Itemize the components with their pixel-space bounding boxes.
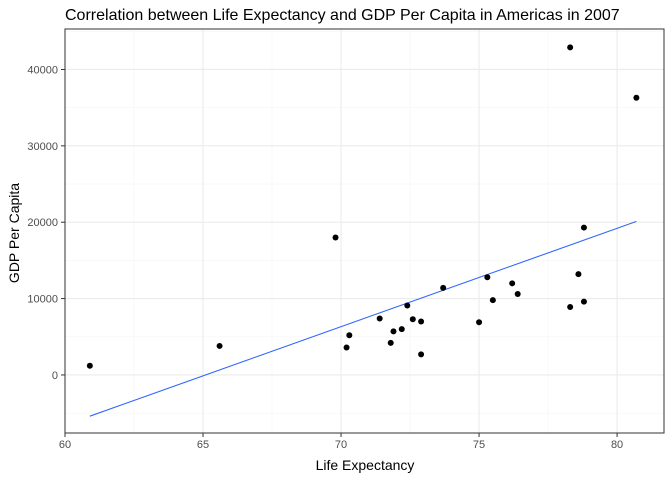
data-point	[376, 315, 383, 322]
data-point	[575, 271, 582, 278]
data-point	[514, 291, 521, 298]
data-point	[484, 274, 491, 281]
data-point	[418, 318, 425, 325]
data-point	[567, 44, 574, 51]
data-point	[387, 339, 394, 346]
y-tick-label: 0	[52, 370, 58, 382]
y-tick-label: 40000	[27, 64, 58, 76]
x-tick-label: 70	[335, 439, 347, 451]
y-tick-label: 20000	[27, 217, 58, 229]
y-axis-title: GDP Per Capita	[6, 183, 22, 283]
data-point	[476, 319, 483, 326]
data-point	[509, 280, 516, 287]
x-tick-label: 75	[473, 439, 485, 451]
data-point	[489, 297, 496, 304]
data-point	[332, 234, 339, 241]
panel-background	[65, 29, 664, 433]
chart-title: Correlation between Life Expectancy and …	[65, 7, 620, 24]
plot-panel	[64, 28, 665, 434]
data-point	[418, 351, 425, 358]
y-tick-label: 30000	[27, 141, 58, 153]
data-point	[398, 326, 405, 333]
data-point	[390, 328, 397, 335]
trend-line	[89, 220, 637, 417]
x-axis-title: Life Expectancy	[316, 457, 415, 473]
data-point	[567, 303, 574, 310]
y-tick-label: 10000	[27, 294, 58, 306]
panel-border	[64, 28, 665, 434]
data-point	[86, 362, 93, 369]
data-point	[343, 344, 350, 351]
data-point	[580, 298, 587, 305]
x-tick-label: 65	[197, 439, 209, 451]
data-point	[346, 332, 353, 339]
x-tick-label: 60	[59, 439, 71, 451]
data-point	[633, 94, 640, 101]
data-point	[580, 224, 587, 231]
data-point	[409, 316, 416, 323]
x-tick-label: 80	[611, 439, 623, 451]
data-point	[404, 302, 411, 309]
data-point	[440, 284, 447, 291]
data-point	[216, 342, 223, 349]
